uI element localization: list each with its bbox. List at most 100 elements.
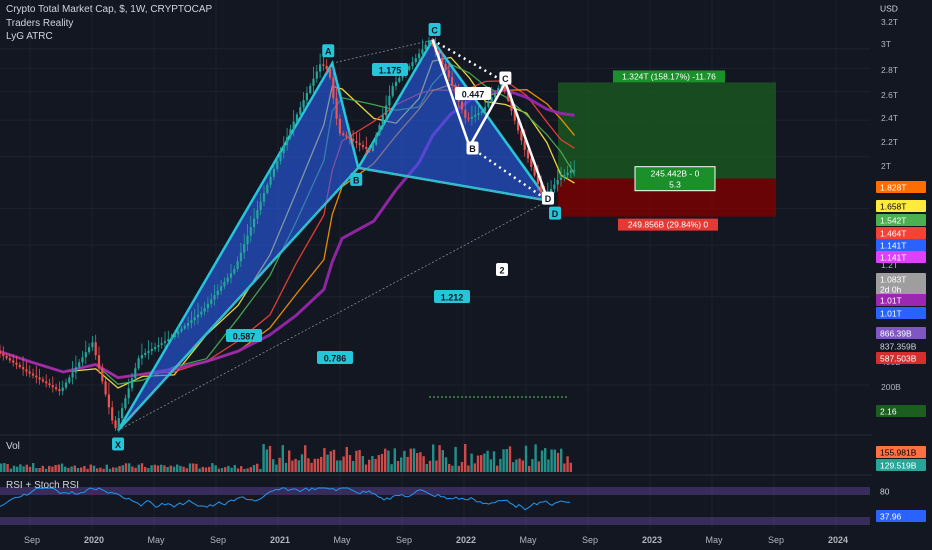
candle-body (117, 418, 120, 429)
volume-bar (489, 459, 492, 472)
volume-bar (121, 465, 124, 472)
candle-body (157, 345, 160, 348)
symbol-title: Crypto Total Market Cap, $, 1W, CRYPTOCA… (6, 4, 213, 15)
volume-pane-label[interactable]: Vol (6, 441, 20, 452)
candle-body (226, 277, 229, 283)
signal-dot (557, 396, 559, 398)
price-axis-tag-bg (876, 446, 926, 458)
signal-dot (449, 396, 451, 398)
volume-bar (227, 465, 230, 472)
price-axis-tick-label: 2.4T (881, 113, 898, 123)
candle-body (223, 282, 226, 287)
candle-body (510, 100, 513, 111)
price-axis-tag: 1.01T (880, 296, 902, 306)
candle-body (388, 95, 391, 106)
volume-bar (99, 467, 102, 472)
grid (0, 0, 932, 530)
volume-bar (83, 465, 86, 472)
candle-body (493, 92, 497, 98)
candle-body (497, 87, 500, 93)
volume-bar (380, 453, 384, 472)
volume-bar (460, 461, 464, 472)
volume-bar (464, 444, 467, 472)
volume-bar (272, 459, 275, 472)
candle-body (411, 62, 414, 67)
indicator-lyg-atrc[interactable]: LyG ATRC (6, 31, 53, 42)
candle-body (361, 145, 365, 148)
price-axis-tag: 80 (880, 487, 890, 497)
target-label-bg (613, 70, 725, 83)
price-axis-tick-label: 3T (881, 39, 891, 49)
candle-body (365, 147, 368, 150)
candle-body (520, 130, 523, 141)
candle-body (22, 367, 25, 370)
volume-bar (80, 467, 83, 472)
volume-bar (54, 465, 57, 472)
signal-dot (457, 396, 459, 398)
wave-ratio-label: 0.447 (462, 90, 485, 100)
candle-body (517, 120, 520, 131)
price-axis-tag-bg (876, 227, 926, 239)
signal-dot (501, 396, 503, 398)
signal-dot (477, 396, 479, 398)
volume-bar (422, 456, 425, 472)
candle-body (5, 356, 8, 359)
candle-body (332, 77, 335, 99)
volume-bar (352, 461, 355, 472)
volume-bar (563, 463, 566, 472)
rsi-pane-label[interactable]: RSI + Stoch RSI (6, 480, 80, 491)
volume-bar (185, 468, 188, 472)
volume-bar (60, 463, 64, 472)
time-axis-label: Sep (396, 535, 412, 545)
volume-bar (371, 456, 374, 472)
volume-bar (480, 455, 483, 472)
indicator-traders-reality[interactable]: Traders Reality (6, 18, 74, 29)
candle-body (91, 342, 94, 348)
volume-bar (243, 468, 246, 472)
harmonic-ratio-line (358, 167, 549, 202)
volume-bar (470, 453, 473, 472)
volume-bar (396, 460, 400, 472)
signal-dot (465, 396, 467, 398)
candle-body (352, 139, 355, 142)
price-axis-tag: 1.542T (880, 216, 906, 226)
price-axis-tick-label: 2.2T (881, 137, 898, 147)
candle-body (78, 362, 81, 368)
candle-body (28, 371, 31, 374)
candle-body (381, 115, 384, 126)
volume-bar (156, 465, 160, 472)
volume-bar (32, 463, 35, 472)
signal-dot (445, 396, 447, 398)
volume-bar (256, 463, 259, 472)
candle-body (385, 105, 388, 116)
volume-bar (188, 463, 192, 472)
volume-bar (364, 464, 368, 472)
time-axis-label: 2022 (456, 535, 476, 545)
signal-dot (545, 396, 547, 398)
time-axis-label: 2020 (84, 535, 104, 545)
volume-bar (476, 455, 480, 472)
harmonic-point-label-bg (350, 172, 363, 186)
signal-dot (565, 396, 567, 398)
candle-body (210, 299, 213, 304)
volume-bar (182, 466, 185, 472)
volume-bar (64, 466, 67, 472)
harmonic-ratio-label-bg (226, 329, 262, 342)
candle-body (160, 343, 163, 346)
candle-body (81, 357, 84, 363)
volume-bar (534, 444, 537, 472)
candle-body (375, 134, 378, 145)
candle-body (45, 381, 48, 384)
volume-bar (544, 448, 547, 472)
signal-dot (525, 396, 527, 398)
candle-body (474, 114, 477, 117)
volume-bar (115, 467, 118, 472)
candle-body (295, 114, 299, 122)
candle-body (48, 383, 51, 386)
volume-bar (518, 458, 521, 472)
signal-dot (521, 396, 523, 398)
candle-body (144, 352, 147, 355)
volume-bar (144, 466, 147, 472)
volume-pane (0, 444, 572, 472)
